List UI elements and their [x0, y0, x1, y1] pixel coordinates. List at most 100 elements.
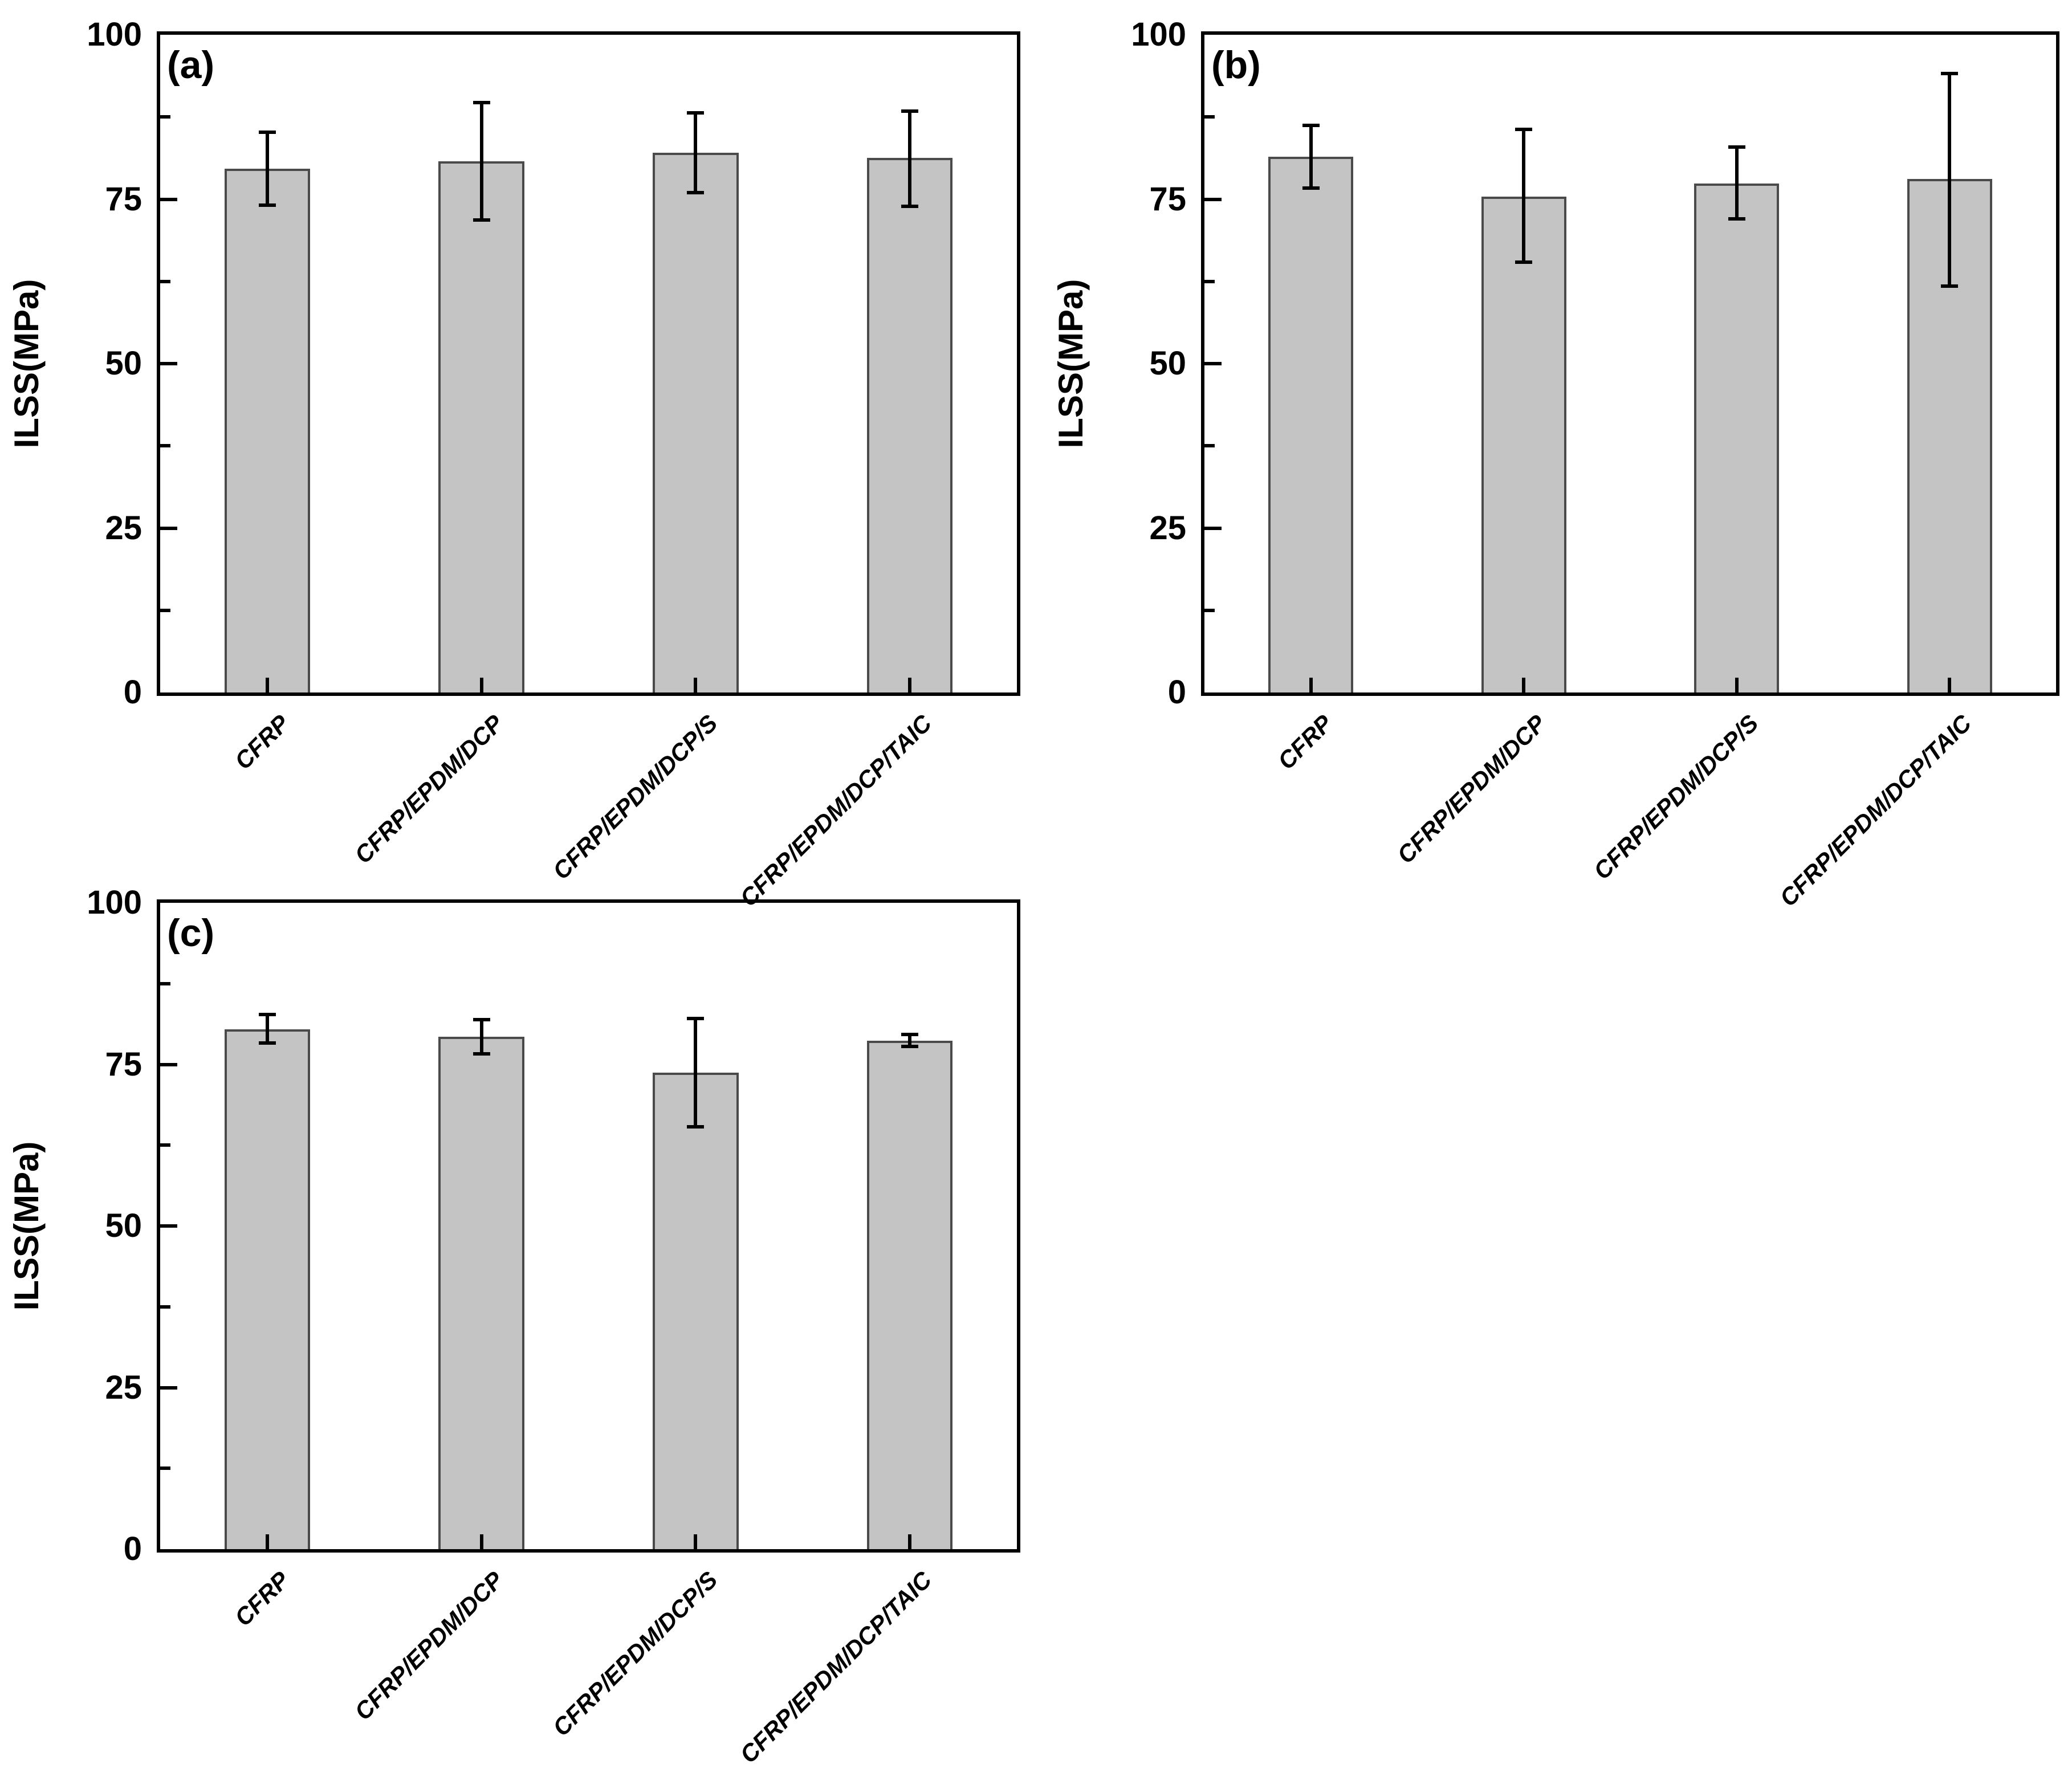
bar: [653, 1073, 739, 1549]
error-bar-cap-bottom: [901, 1044, 919, 1048]
y-major-tick: [160, 1062, 177, 1066]
x-tick: [1309, 678, 1313, 692]
bar: [224, 1029, 311, 1549]
y-minor-tick: [160, 1466, 170, 1470]
y-minor-tick: [160, 1305, 170, 1309]
error-bar-cap-top: [1728, 145, 1745, 149]
y-axis-title: ILSS(MPa): [1052, 279, 1090, 449]
error-bar-cap-top: [258, 130, 276, 134]
error-bar-line: [1522, 129, 1526, 263]
x-tick: [908, 678, 912, 692]
error-bar-cap-bottom: [473, 1052, 490, 1056]
error-bar-cap-top: [687, 1016, 705, 1020]
x-tick: [479, 1534, 483, 1549]
error-bar-line: [908, 1034, 912, 1046]
y-major-tick: [160, 1386, 177, 1390]
y-axis-title: ILSS(MPa): [7, 279, 46, 449]
error-bar-line: [1735, 147, 1739, 219]
error-bar-cap-bottom: [687, 190, 705, 194]
y-minor-tick: [1204, 279, 1215, 283]
error-bar-line: [694, 1018, 698, 1127]
error-bar-line: [1309, 125, 1313, 188]
y-minor-tick: [1204, 608, 1215, 612]
error-bar-cap-bottom: [1515, 260, 1533, 264]
x-tick: [265, 1534, 269, 1549]
x-category-label-text: CFRP/EPDM/DCP/S: [1588, 709, 1764, 885]
bar: [653, 152, 739, 692]
error-bar-cap-bottom: [1941, 284, 1959, 288]
x-category-label-text: CFRP/EPDM/DCP: [349, 1566, 508, 1725]
error-bar-cap-bottom: [1302, 186, 1320, 190]
y-tick-label: 75: [105, 1045, 142, 1083]
y-minor-tick: [160, 1143, 170, 1147]
bar: [1694, 183, 1780, 692]
panel-label-b: (b): [1211, 43, 1261, 87]
x-category-label-text: CFRP/EPDM/DCP/TAIC: [1774, 709, 1977, 912]
error-bar-line: [479, 102, 483, 221]
y-tick-label: 100: [1131, 16, 1186, 53]
error-bar-cap-bottom: [687, 1125, 705, 1129]
error-bar-cap-bottom: [901, 205, 919, 209]
chart-panel-c: (c) ILSS(MPa) 0 25 50 75 100 CFRP CFRP/EPDM/DC…: [7, 886, 1020, 1768]
y-major-tick: [1204, 197, 1222, 201]
x-tick: [1522, 678, 1526, 692]
y-tick-label: 50: [105, 1207, 142, 1244]
x-tick: [479, 678, 483, 692]
error-bar-line: [265, 132, 269, 205]
x-tick: [694, 1534, 698, 1549]
chart-panel-b: (b) ILSS(MPa) 0 25 50 75 100 CFRP CFRP/EPDM/DC…: [1052, 18, 2059, 911]
y-major-tick: [1204, 526, 1222, 530]
y-major-tick: [160, 526, 177, 530]
y-tick-label: 0: [123, 674, 142, 711]
y-tick-label: 0: [123, 1530, 142, 1567]
y-minor-tick: [1204, 115, 1215, 119]
x-tick: [1948, 678, 1952, 692]
x-tick: [265, 678, 269, 692]
bar: [866, 1040, 953, 1549]
panel-label-a: (a): [167, 43, 215, 87]
error-bar-line: [479, 1020, 483, 1054]
y-tick-label: 25: [105, 1368, 142, 1406]
error-bar-line: [908, 111, 912, 207]
bar: [224, 169, 311, 692]
x-category-label-text: CFRP/EPDM/DCP: [349, 709, 508, 869]
y-major-tick: [160, 1224, 177, 1228]
error-bar-cap-bottom: [258, 203, 276, 207]
error-bar-line: [1948, 74, 1952, 286]
x-category-label-text: CFRP/EPDM/DCP/S: [547, 1566, 723, 1742]
y-tick-label: 50: [105, 345, 142, 382]
bar: [866, 157, 953, 692]
error-bar-line: [265, 1015, 269, 1044]
x-category-label-text: CFRP: [229, 709, 294, 775]
y-minor-tick: [1204, 444, 1215, 448]
error-bar-cap-top: [901, 109, 919, 113]
y-axis-title: ILSS(MPa): [7, 1141, 46, 1311]
error-bar-line: [694, 113, 698, 193]
bar: [438, 1036, 524, 1549]
y-tick-label: 75: [1149, 180, 1186, 218]
x-tick: [908, 1534, 912, 1549]
y-tick-label: 50: [1149, 345, 1186, 382]
chart-panel-a: (a) ILSS(MPa) 0 25 50 75 100 CFRP CFRP/EPDM/DC…: [7, 18, 1020, 911]
y-tick-label: 25: [1149, 509, 1186, 547]
error-bar-cap-top: [1515, 128, 1533, 132]
y-minor-tick: [160, 608, 170, 612]
x-category-label-text: CFRP: [229, 1566, 294, 1631]
error-bar-cap-top: [901, 1033, 919, 1037]
x-category-label-text: CFRP: [1272, 709, 1338, 775]
panel-label-c: (c): [167, 911, 215, 955]
x-tick: [1735, 678, 1739, 692]
error-bar-cap-bottom: [1728, 217, 1745, 221]
y-tick-label: 25: [105, 509, 142, 547]
bar: [438, 161, 524, 692]
x-tick: [694, 678, 698, 692]
y-tick-label: 100: [87, 16, 142, 53]
y-minor-tick: [160, 444, 170, 448]
error-bar-cap-top: [473, 100, 490, 104]
bar: [1268, 156, 1354, 692]
error-bar-cap-top: [1302, 124, 1320, 128]
error-bar-cap-top: [473, 1018, 490, 1022]
y-major-tick: [160, 362, 177, 365]
y-major-tick: [1204, 362, 1222, 365]
